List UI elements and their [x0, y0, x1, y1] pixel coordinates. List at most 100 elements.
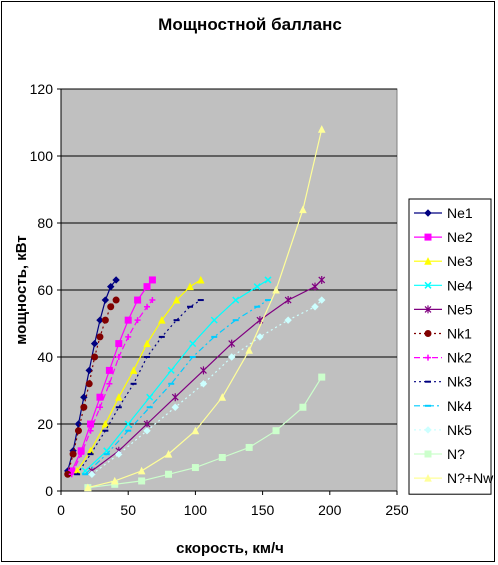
data-point: [317, 125, 326, 133]
data-point: [74, 427, 82, 435]
data-point: [311, 303, 319, 311]
y-tick-label: 0: [45, 483, 53, 499]
legend-item: Ne5: [414, 301, 473, 317]
data-point: [424, 450, 432, 458]
data-point: [318, 296, 326, 304]
data-point: [164, 450, 173, 458]
legend-item: Ne4: [414, 277, 473, 293]
data-point: [311, 282, 319, 291]
y-tick-label: 60: [37, 282, 53, 298]
series-line: [67, 299, 117, 475]
data-point: [107, 303, 115, 311]
x-axis-title: скорость, км/ч: [176, 540, 284, 557]
data-point: [96, 404, 103, 411]
data-point: [134, 317, 141, 324]
data-point: [196, 275, 205, 284]
legend-item: N?: [414, 446, 465, 462]
x-tick-label: 50: [120, 502, 136, 518]
data-point: [424, 330, 432, 337]
legend-item: Nk2: [414, 350, 472, 366]
data-point: [424, 209, 432, 217]
data-point: [318, 373, 326, 381]
data-point: [125, 333, 132, 340]
legend-label: Ne4: [447, 277, 473, 293]
data-point: [148, 276, 156, 284]
data-point: [228, 339, 236, 348]
y-tick-label: 100: [30, 148, 54, 164]
series-Nk3: [74, 299, 204, 476]
series-N?+Nw: [84, 125, 326, 492]
data-point: [189, 340, 197, 348]
legend-item: N?+Nw: [414, 470, 494, 486]
data-point: [425, 354, 431, 361]
legend-label: Ne2: [447, 229, 473, 245]
data-point: [85, 380, 93, 388]
data-point: [115, 450, 123, 458]
data-point: [245, 346, 253, 354]
legend-label: Nk1: [447, 326, 472, 342]
data-point: [186, 282, 194, 291]
series-Ne2: [68, 276, 156, 475]
data-point: [112, 296, 120, 304]
data-point: [232, 296, 240, 304]
data-point: [200, 366, 207, 375]
series-line: [84, 299, 269, 475]
data-point: [272, 427, 280, 435]
legend-label: N?+Nw: [447, 470, 494, 486]
series-line: [87, 129, 323, 489]
series-line: [71, 299, 153, 475]
data-point: [191, 426, 200, 435]
x-tick-label: 150: [251, 502, 275, 518]
legend-label: Nk5: [447, 422, 472, 438]
legend: Ne1 Ne2 Ne3 Ne4 Ne5 Nk1 Nk2 Nk3 Nk4 Nk5 N? N?+Nw: [408, 198, 494, 495]
data-point: [84, 483, 92, 492]
series-Nk1: [64, 296, 120, 478]
y-tick-label: 40: [37, 349, 53, 365]
grid-lines: [61, 88, 397, 425]
legend-label: Ne5: [447, 301, 473, 317]
data-point: [424, 426, 432, 434]
data-point: [424, 233, 432, 241]
data-point: [191, 464, 199, 472]
data-point: [143, 420, 151, 428]
data-point: [96, 393, 104, 401]
series-line: [91, 299, 323, 475]
data-point: [424, 281, 432, 289]
data-point: [115, 340, 123, 348]
data-point: [424, 305, 432, 314]
y-tick-label: 80: [37, 215, 53, 231]
data-point: [143, 426, 151, 435]
series-layer: [64, 125, 326, 492]
data-point: [299, 205, 307, 214]
legend-item: Nk3: [414, 374, 472, 390]
data-point: [106, 380, 113, 387]
data-point: [138, 477, 146, 485]
data-point: [284, 296, 292, 305]
data-point: [172, 295, 181, 304]
data-point: [134, 296, 142, 304]
series-line: [87, 376, 323, 489]
data-point: [264, 276, 272, 284]
series-Nk4: [82, 299, 271, 476]
data-point: [146, 393, 154, 401]
data-point: [124, 420, 132, 428]
data-point: [253, 283, 261, 291]
legend-item: Nk4: [414, 398, 472, 414]
legend-item: Ne1: [414, 205, 473, 221]
legend-label: Ne1: [447, 205, 473, 221]
y-tick-label: 120: [30, 81, 54, 97]
data-point: [129, 366, 138, 374]
data-point: [318, 275, 326, 284]
legend-item: Nk5: [414, 422, 472, 438]
legend-box: [408, 198, 492, 495]
x-tick-label: 0: [57, 502, 65, 518]
legend-item: Ne2: [414, 229, 473, 245]
data-point: [90, 339, 99, 348]
data-point: [227, 353, 236, 361]
data-point: [91, 353, 99, 361]
data-point: [199, 380, 208, 388]
data-point: [115, 354, 122, 360]
legend-label: Nk3: [447, 374, 472, 390]
data-point: [105, 366, 113, 374]
